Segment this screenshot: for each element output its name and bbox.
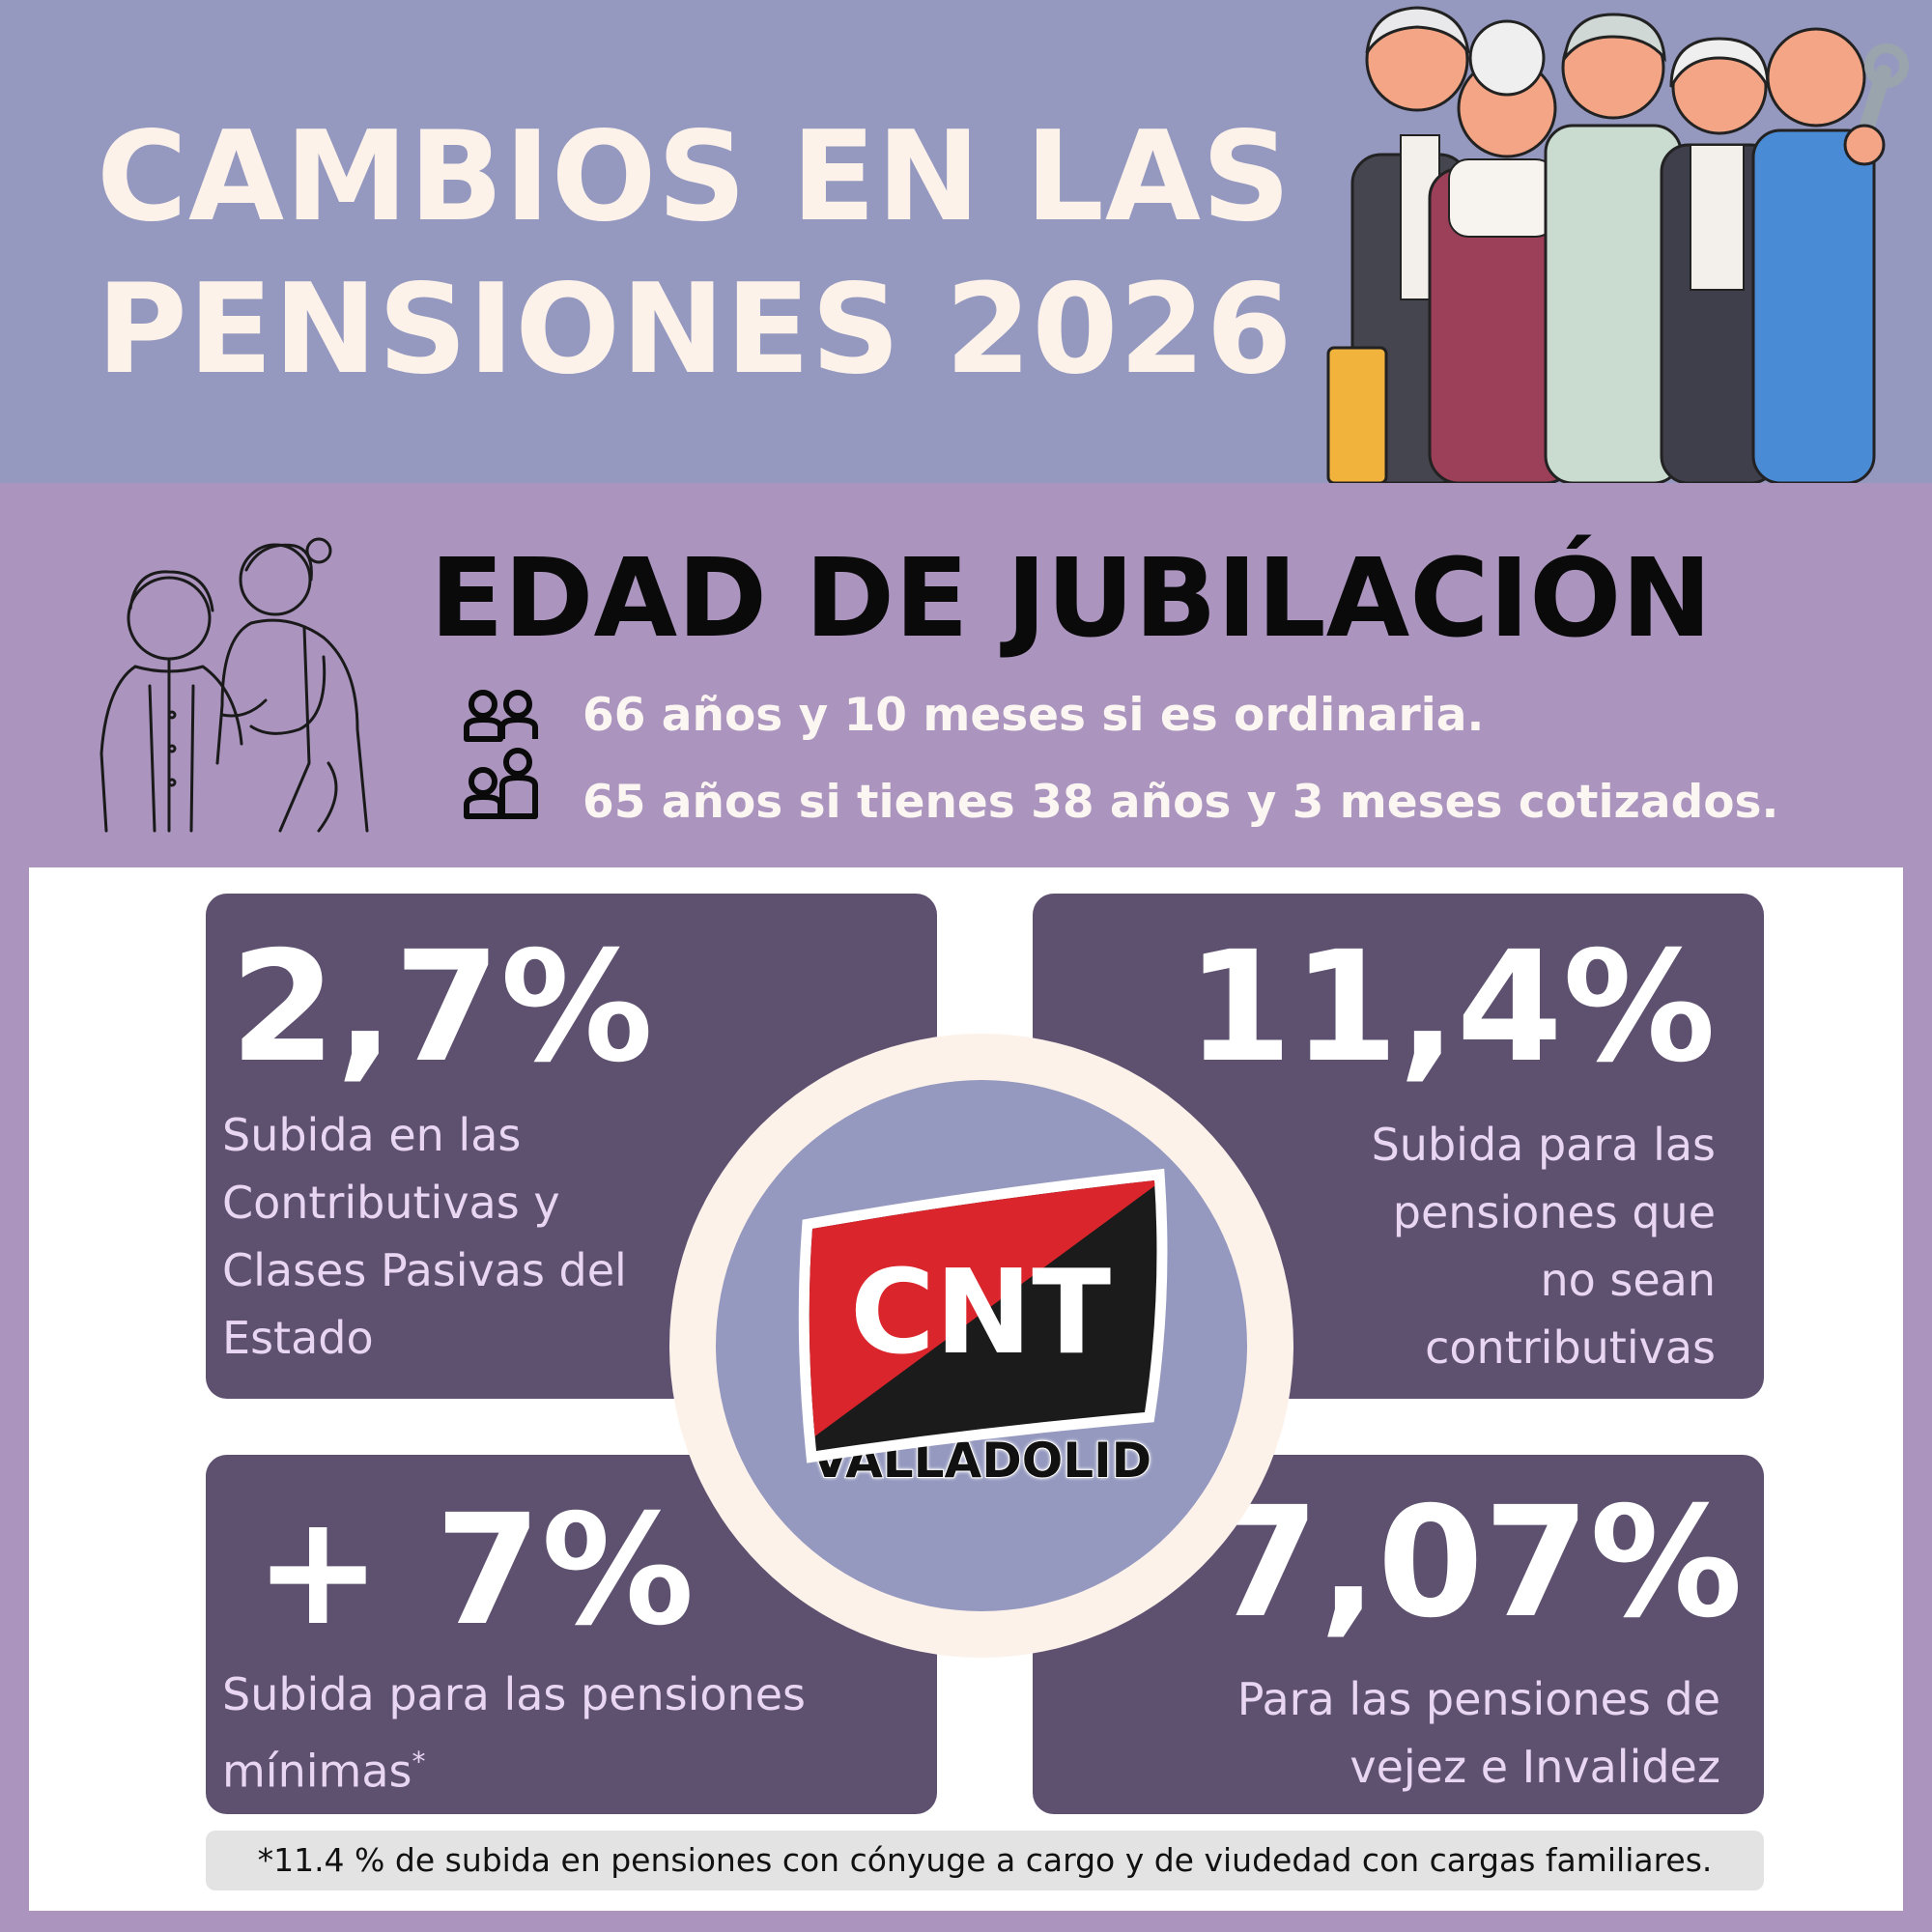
desc-line: vejez e Invalidez [1350, 1741, 1720, 1793]
desc-line: Estado [222, 1312, 374, 1364]
title-line-1: CAMBIOS EN LAS [97, 105, 1293, 249]
elderly-people-group-illustration [1326, 6, 1909, 485]
footnote: *11.4 % de subida en pensiones con cónyu… [206, 1831, 1764, 1890]
desc-line: Para las pensiones de [1236, 1673, 1720, 1725]
desc-line: Clases Pasivas del [222, 1244, 627, 1296]
desc-line: Subida para las pensiones [222, 1668, 806, 1720]
desc-line: pensiones que [1392, 1186, 1716, 1238]
retirement-age-section: EDAD DE JUBILACIÓN 66 años y 10 meses si… [0, 483, 1932, 867]
desc-line: Contributivas y [222, 1177, 560, 1229]
caregiver-with-elderly-illustration [99, 537, 369, 833]
retirement-bullet-ordinary: 66 años y 10 meses si es ordinaria. [582, 689, 1485, 742]
desc-line: contributivas [1425, 1321, 1716, 1374]
header-banner: CAMBIOS EN LAS PENSIONES 2026 [0, 0, 1932, 485]
desc-line: mínimas [222, 1745, 412, 1798]
title-line-2: PENSIONES 2026 [97, 258, 1293, 402]
desc-line: no sean [1540, 1254, 1716, 1306]
stat-value: 7,07% [1212, 1474, 1743, 1652]
page-title: CAMBIOS EN LAS PENSIONES 2026 [97, 101, 1293, 407]
stat-value: 2,7% [230, 919, 654, 1096]
cnt-flag-logo: CNT [798, 1168, 1168, 1463]
stat-description: Subida en las Contributivas y Clases Pas… [222, 1101, 627, 1372]
desc-line: Subida en las [222, 1109, 522, 1161]
stat-description: Subida para las pensiones que no sean co… [1372, 1111, 1716, 1381]
stat-value: 11,4% [1185, 919, 1716, 1096]
stat-description: Para las pensiones de vejez e Invalidez [1237, 1665, 1720, 1801]
logo-name: CNT [850, 1246, 1111, 1380]
stat-value: + 7% [254, 1482, 695, 1660]
footnote-mark: * [412, 1746, 426, 1777]
retirement-bullet-early: 65 años si tienes 38 años y 3 meses coti… [582, 776, 1779, 829]
retirement-age-title: EDAD DE JUBILACIÓN [430, 536, 1713, 662]
people-icon [464, 690, 538, 819]
stat-description: Subida para las pensiones mínimas* [222, 1661, 806, 1804]
desc-line: Subida para las [1371, 1119, 1716, 1171]
